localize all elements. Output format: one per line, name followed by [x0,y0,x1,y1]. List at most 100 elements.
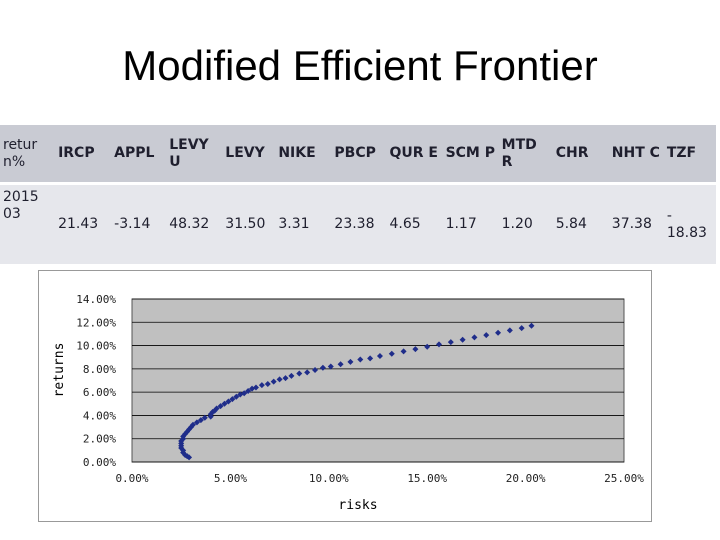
data-point [201,414,208,421]
data-point [245,387,252,394]
table-row: 2015 03 21.43 -3.14 48.32 31.50 3.31 23.… [0,183,716,264]
data-point [190,421,197,428]
data-point [296,370,303,377]
col-header: PBCP [331,125,387,184]
table-cell: 1.17 [442,183,499,264]
data-point [288,372,295,379]
table-cell: 48.32 [166,183,223,264]
data-point [188,424,195,431]
row-header-return: retur n% [0,125,56,184]
y-tick-label: 0.00% [83,456,116,469]
data-point [412,346,419,353]
data-point [252,384,259,391]
returns-table: retur n% IRCP APPL LEVY U LEVY NIKE PBCP… [0,125,716,264]
y-tick-labels: 0.00% 2.00% 4.00% 6.00% 8.00% 10.00% 12.00% 14.… [76,293,116,469]
table-cell: 31.50 [222,183,276,264]
data-point [483,332,490,339]
chart-svg: 0.00% 2.00% 4.00% 6.00% 8.00% 10.00% 12.00% 14.… [52,293,644,513]
data-point [347,358,354,365]
data-point [400,348,407,355]
table-cell: 5.84 [552,183,609,264]
data-point [459,336,466,343]
table-cell: -3.14 [111,183,167,264]
x-axis-label: risks [338,498,377,513]
table-cell: 21.43 [55,183,112,264]
table-header-row: retur n% IRCP APPL LEVY U LEVY NIKE PBCP… [0,125,716,184]
data-point [182,431,189,438]
data-point [276,376,283,383]
data-point [495,329,502,336]
y-tick-label: 12.00% [76,316,116,329]
data-point [312,367,319,374]
col-header: APPL [111,125,167,184]
table-cell: 4.65 [386,183,443,264]
data-point [197,417,204,424]
data-point [506,327,513,334]
y-tick-label: 6.00% [83,386,116,399]
table-cell: 1.20 [498,183,553,264]
table-cell: 23.38 [331,183,387,264]
data-point [319,364,326,371]
y-tick-label: 2.00% [83,433,116,446]
col-header: QUR E [386,125,443,184]
data-point [337,361,344,368]
col-header: LEVY U [166,125,223,184]
data-point [528,322,535,329]
data-point [213,405,220,412]
x-tick-label: 15.00% [407,472,447,485]
x-tick-label: 0.00% [115,472,148,485]
x-tick-label: 25.00% [604,472,644,485]
frontier-points [178,322,535,461]
data-point [282,375,289,382]
y-tick-label: 4.00% [83,409,116,422]
data-point [186,454,193,461]
data-point [367,355,374,362]
data-point [225,398,232,405]
x-tick-label: 20.00% [506,472,546,485]
page-title: Modified Efficient Frontier [122,42,598,89]
data-point [258,382,265,389]
table-cell: 3.31 [275,183,332,264]
col-header: SCM P [442,125,499,184]
data-point [388,350,395,357]
data-point [376,353,383,360]
col-header: NHT C [608,125,664,184]
data-point [217,403,224,410]
x-tick-labels: 0.00% 5.00% 10.00% 15.00% 20.00% 25.00% [115,472,644,485]
x-tick-label: 10.00% [309,472,349,485]
data-point [518,325,525,332]
data-point [241,390,248,397]
table-cell: 37.38 [608,183,664,264]
data-point [436,341,443,348]
y-tick-label: 14.00% [76,293,116,306]
col-header: TZF [663,125,716,184]
col-header: LEVY [222,125,276,184]
data-point [447,339,454,346]
col-header: CHR [552,125,609,184]
table-cell: - 18.83 [663,183,716,264]
plot-area [131,298,625,463]
y-tick-label: 10.00% [76,340,116,353]
data-point [249,385,256,392]
col-header: NIKE [275,125,332,184]
gridlines [132,298,624,463]
data-point [304,369,311,376]
y-axis-label: returns [52,343,67,398]
y-tick-label: 8.00% [83,363,116,376]
data-point [178,438,185,445]
data-point [327,363,334,370]
data-point [221,400,228,407]
data-point [424,343,431,350]
col-header: MTD R [498,125,553,184]
data-point [233,393,240,400]
x-tick-label: 5.00% [214,472,247,485]
data-point [270,378,277,385]
col-header: IRCP [55,125,112,184]
data-point [264,380,271,387]
data-point [471,334,478,341]
data-point [193,419,200,426]
data-point [357,356,364,363]
row-header-date: 2015 03 [0,183,56,264]
efficient-frontier-chart: 0.00% 2.00% 4.00% 6.00% 8.00% 10.00% 12.00% 14.… [38,270,652,522]
data-point [229,396,236,403]
